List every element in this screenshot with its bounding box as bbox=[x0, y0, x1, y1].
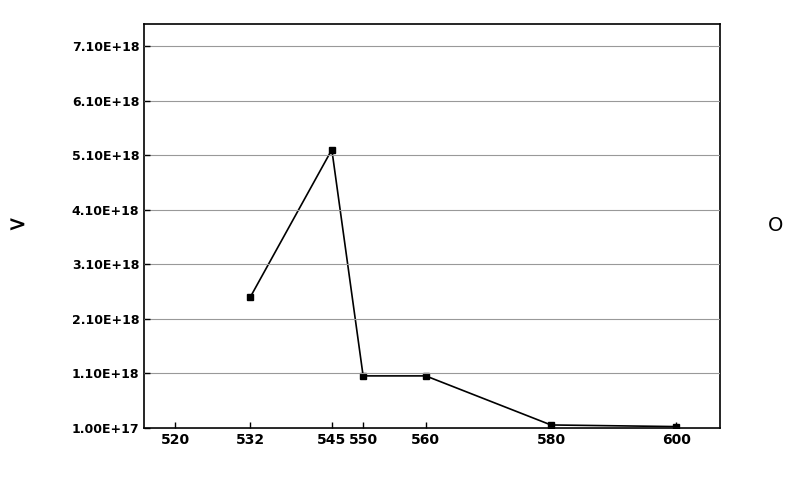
Text: O: O bbox=[768, 216, 783, 236]
Text: >: > bbox=[8, 216, 26, 236]
